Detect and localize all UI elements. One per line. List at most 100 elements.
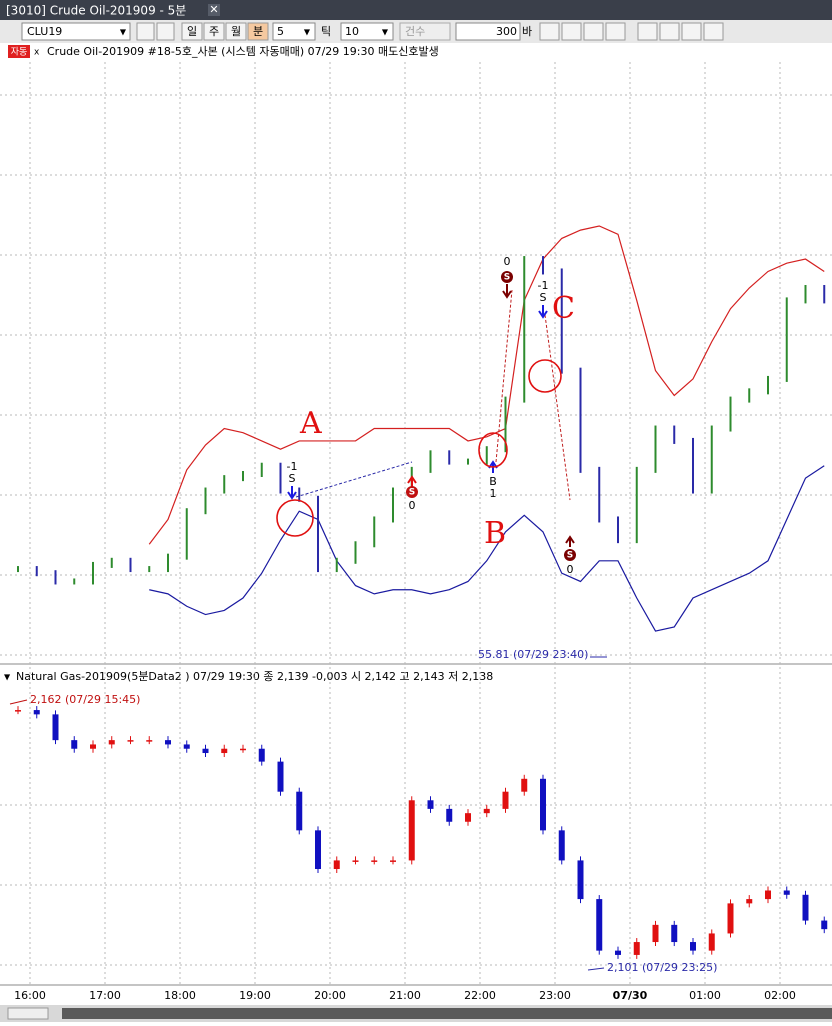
candle bbox=[540, 778, 546, 831]
candle bbox=[15, 710, 21, 712]
interval-box[interactable] bbox=[272, 22, 316, 41]
symbol-box[interactable] bbox=[21, 22, 131, 41]
symbol[interactable]: CLU19 bbox=[27, 25, 62, 38]
icon-button[interactable] bbox=[681, 22, 702, 41]
candle bbox=[465, 813, 471, 822]
count-box[interactable] bbox=[455, 22, 521, 41]
period-button[interactable] bbox=[247, 22, 269, 41]
signal-mark: S bbox=[504, 273, 510, 283]
trade-line bbox=[544, 314, 571, 501]
period-label[interactable]: 분 bbox=[253, 25, 263, 38]
price-bar bbox=[804, 285, 807, 304]
price-bar bbox=[54, 570, 57, 585]
price-bar bbox=[92, 561, 94, 585]
signal-mark: S bbox=[540, 291, 547, 304]
x-tick-label: 18:00 bbox=[164, 989, 196, 1002]
icon-button[interactable] bbox=[637, 22, 658, 41]
hand-circle bbox=[528, 359, 562, 393]
candle bbox=[296, 791, 303, 831]
icon-button[interactable] bbox=[605, 22, 626, 41]
price-bar bbox=[335, 557, 338, 573]
period-label[interactable]: 일 bbox=[187, 24, 197, 38]
close-button[interactable] bbox=[208, 4, 220, 16]
signal-qty: 0 bbox=[504, 255, 511, 268]
x-tick-label: 23:00 bbox=[539, 989, 571, 1002]
price-bar bbox=[635, 466, 638, 544]
price-bar bbox=[17, 566, 19, 573]
candle bbox=[652, 924, 659, 943]
high-pointer bbox=[9, 699, 28, 705]
dropdown[interactable]: ▼ bbox=[120, 28, 127, 37]
low-label: 55.81 (07/29 23:40) bbox=[478, 648, 588, 661]
close-x[interactable]: x bbox=[34, 48, 40, 58]
candle bbox=[502, 791, 509, 809]
tick-box[interactable] bbox=[340, 22, 394, 41]
search-button[interactable] bbox=[136, 22, 155, 41]
x-tick-label: 07/30 bbox=[613, 989, 648, 1002]
price-bar bbox=[692, 437, 694, 494]
candle bbox=[596, 899, 603, 951]
close-icon[interactable]: ✕ bbox=[209, 3, 218, 16]
trade-line bbox=[295, 461, 413, 498]
price-bar bbox=[823, 285, 826, 304]
chart-header bbox=[0, 668, 832, 686]
hand-note: B bbox=[484, 516, 506, 551]
x-tick-label: 02:00 bbox=[764, 989, 796, 1002]
icon-button[interactable] bbox=[539, 22, 560, 41]
price-bar bbox=[354, 541, 357, 564]
candle bbox=[633, 942, 640, 955]
collapse[interactable]: ▼ bbox=[4, 673, 11, 682]
scroll-button[interactable] bbox=[7, 1007, 49, 1020]
signal-qty: 1 bbox=[490, 487, 497, 500]
tool-button[interactable] bbox=[156, 22, 175, 41]
candle bbox=[427, 800, 434, 809]
price-bar bbox=[279, 462, 282, 494]
candle bbox=[821, 920, 828, 930]
arrow bbox=[538, 305, 548, 319]
signal-qty: -1 bbox=[538, 279, 549, 292]
icon-button[interactable] bbox=[703, 22, 724, 41]
tick[interactable]: 10 bbox=[345, 25, 359, 38]
x-tick-label: 16:00 bbox=[14, 989, 46, 1002]
price-bar bbox=[560, 268, 563, 374]
period-label[interactable]: 주 bbox=[209, 25, 219, 38]
arrow bbox=[287, 486, 297, 500]
candle bbox=[277, 761, 284, 792]
count-label[interactable]: 건수 bbox=[405, 25, 425, 38]
period-label[interactable]: 월 bbox=[231, 25, 241, 38]
interval[interactable]: 5 bbox=[277, 25, 284, 38]
price-bar bbox=[748, 388, 751, 403]
candle bbox=[371, 860, 378, 862]
chart-header bbox=[0, 43, 832, 60]
arrow bbox=[502, 284, 512, 299]
period-button[interactable] bbox=[181, 22, 203, 41]
price-bar bbox=[35, 566, 38, 577]
candle bbox=[408, 800, 415, 861]
price-bar bbox=[448, 450, 451, 465]
icon-button[interactable] bbox=[561, 22, 582, 41]
candle bbox=[71, 740, 78, 749]
candle bbox=[108, 740, 115, 745]
count-type-box[interactable] bbox=[399, 22, 451, 41]
candle bbox=[746, 899, 753, 904]
icon-button[interactable] bbox=[659, 22, 680, 41]
candle bbox=[165, 740, 171, 745]
x-tick-label: 17:00 bbox=[89, 989, 121, 1002]
price-bar bbox=[579, 367, 582, 473]
scroll-thumb[interactable] bbox=[62, 1008, 832, 1019]
icon-button[interactable] bbox=[583, 22, 604, 41]
signal-icon bbox=[501, 271, 513, 283]
price-bar bbox=[654, 425, 657, 473]
price-bar bbox=[317, 495, 319, 573]
dropdown[interactable]: ▼ bbox=[382, 28, 389, 37]
price-bar bbox=[260, 462, 263, 477]
price-bar bbox=[767, 375, 769, 395]
chart-title: Crude Oil-201909 #18-5호_사본 (시스템 자동매매) 07… bbox=[47, 45, 439, 58]
candle bbox=[708, 933, 715, 951]
price-bar bbox=[617, 516, 619, 544]
period-button[interactable] bbox=[225, 22, 247, 41]
period-button[interactable] bbox=[203, 22, 225, 41]
dropdown[interactable]: ▼ bbox=[304, 28, 311, 37]
count[interactable]: 300 bbox=[496, 25, 517, 38]
candle bbox=[765, 890, 771, 900]
